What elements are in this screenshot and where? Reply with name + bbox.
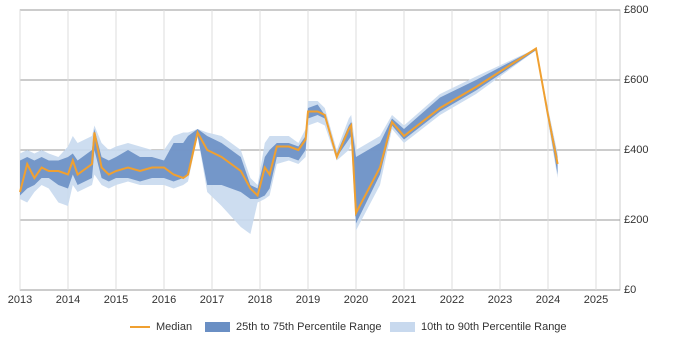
legend-label: Median	[156, 321, 192, 333]
legend-label: 25th to 75th Percentile Range	[236, 321, 382, 333]
y-tick-label: £0	[624, 284, 636, 296]
x-tick-label: 2021	[392, 294, 416, 306]
x-tick-label: 2018	[248, 294, 272, 306]
legend-swatch	[390, 322, 415, 332]
y-tick-label: £600	[624, 74, 648, 86]
x-tick-label: 2025	[584, 294, 608, 306]
x-tick-label: 2017	[200, 294, 224, 306]
labels: £0 £200 £400 £600 £800 2013 2014 2015 2016 2017 20…	[8, 4, 649, 306]
x-tick-label: 2024	[536, 294, 560, 306]
percentile-band	[20, 48, 558, 224]
x-tick-label: 2015	[104, 294, 128, 306]
legend-swatch	[205, 322, 230, 332]
legend: Median 25th to 75th Percentile Range 10th …	[130, 321, 567, 333]
y-tick-label: £800	[624, 4, 648, 16]
y-tick-label: £200	[624, 214, 648, 226]
percentile-band	[20, 48, 558, 234]
x-tick-label: 2020	[344, 294, 368, 306]
x-tick-label: 2016	[152, 294, 176, 306]
y-tick-label: £400	[624, 144, 648, 156]
x-tick-label: 2013	[8, 294, 32, 306]
x-tick-label: 2022	[440, 294, 464, 306]
median-line	[19, 46, 559, 217]
x-tick-label: 2019	[296, 294, 320, 306]
x-tick-label: 2014	[56, 294, 80, 306]
legend-label: 10th to 90th Percentile Range	[421, 321, 567, 333]
x-tick-label: 2023	[488, 294, 512, 306]
marks	[19, 46, 559, 234]
